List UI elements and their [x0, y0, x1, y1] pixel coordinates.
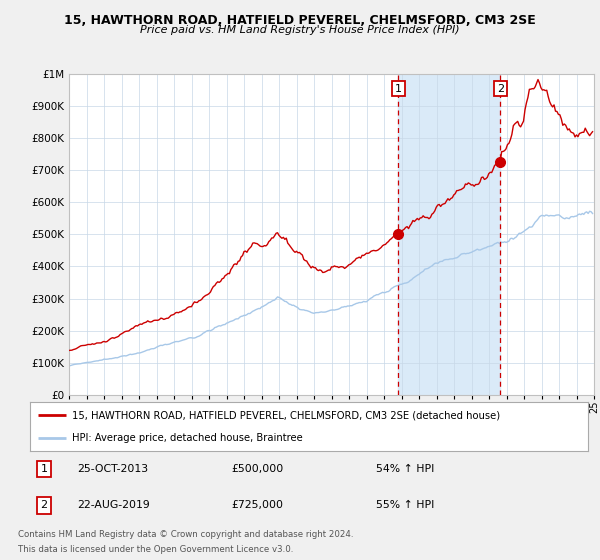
Text: Contains HM Land Registry data © Crown copyright and database right 2024.: Contains HM Land Registry data © Crown c… — [18, 530, 353, 539]
Text: This data is licensed under the Open Government Licence v3.0.: This data is licensed under the Open Gov… — [18, 545, 293, 554]
Text: 2: 2 — [497, 83, 504, 94]
Text: 55% ↑ HPI: 55% ↑ HPI — [376, 501, 434, 510]
Text: £500,000: £500,000 — [231, 464, 283, 474]
Text: 22-AUG-2019: 22-AUG-2019 — [77, 501, 150, 510]
Text: 25-OCT-2013: 25-OCT-2013 — [77, 464, 149, 474]
Text: Price paid vs. HM Land Registry's House Price Index (HPI): Price paid vs. HM Land Registry's House … — [140, 25, 460, 35]
Text: 54% ↑ HPI: 54% ↑ HPI — [376, 464, 434, 474]
Text: 1: 1 — [40, 464, 47, 474]
Bar — [398, 74, 500, 395]
Text: 15, HAWTHORN ROAD, HATFIELD PEVEREL, CHELMSFORD, CM3 2SE (detached house): 15, HAWTHORN ROAD, HATFIELD PEVEREL, CHE… — [72, 410, 500, 421]
Text: HPI: Average price, detached house, Braintree: HPI: Average price, detached house, Brai… — [72, 433, 302, 444]
Text: £725,000: £725,000 — [231, 501, 283, 510]
Text: 1: 1 — [395, 83, 402, 94]
Text: 15, HAWTHORN ROAD, HATFIELD PEVEREL, CHELMSFORD, CM3 2SE: 15, HAWTHORN ROAD, HATFIELD PEVEREL, CHE… — [64, 14, 536, 27]
Text: 2: 2 — [40, 501, 47, 510]
